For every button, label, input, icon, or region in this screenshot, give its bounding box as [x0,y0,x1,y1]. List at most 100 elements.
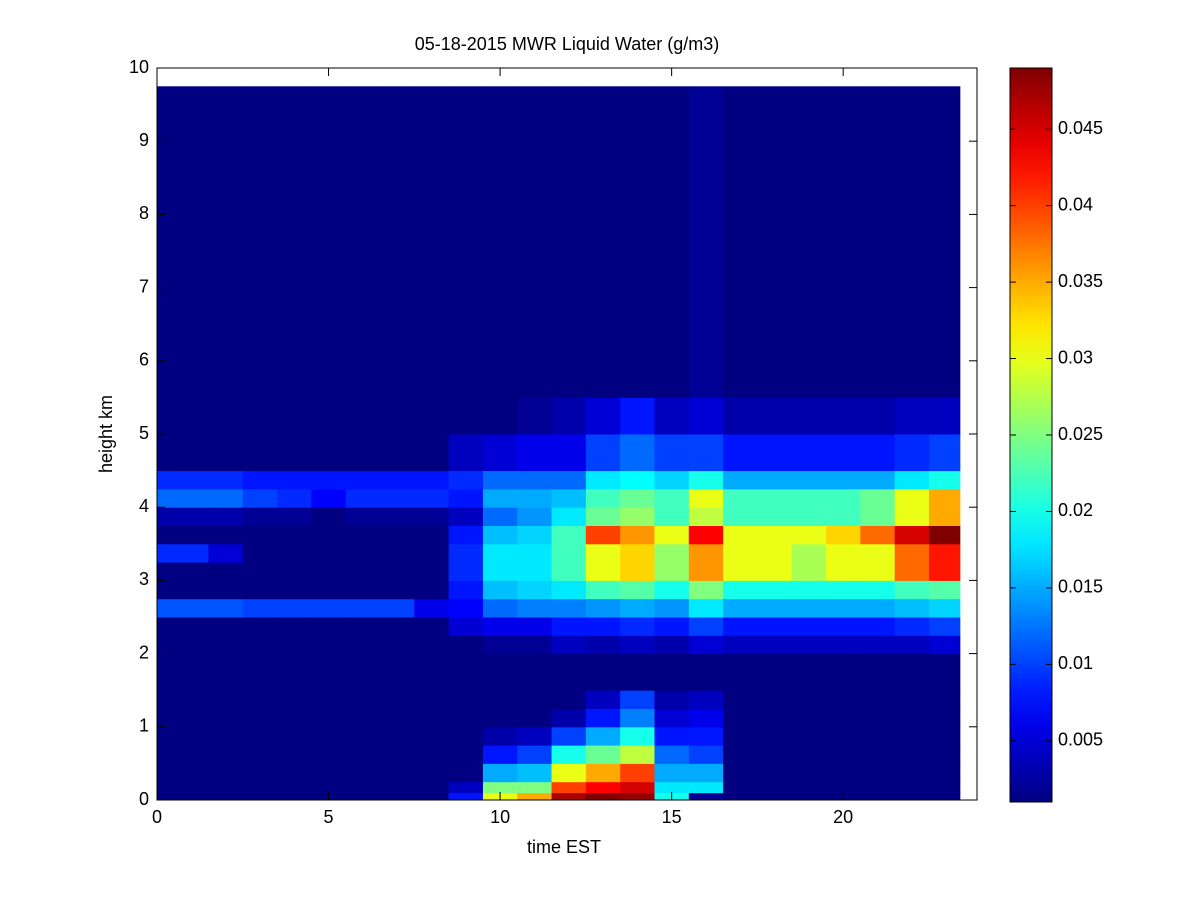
heatmap-cell [517,792,553,801]
heatmap-cell [826,635,861,655]
heatmap-cell [174,763,209,783]
heatmap-cell [242,580,278,600]
heatmap-cell [277,792,312,801]
heatmap-cell [654,708,690,728]
heatmap-cell [174,86,209,398]
heatmap-cell [928,525,961,545]
heatmap-cell [380,690,415,709]
heatmap-cell [380,598,415,618]
heatmap-cell [448,488,484,508]
heatmap-cell [826,653,861,691]
heatmap-cell [448,86,484,398]
heatmap-cell [791,690,827,709]
heatmap-cell [277,507,312,526]
heatmap-cell [894,397,930,435]
heatmap-cell [826,580,861,600]
heatmap-cell [894,745,930,764]
axes: 0 5 10 15 20 0 1 2 3 4 5 6 7 8 9 10 [129,57,978,827]
heatmap-cell [654,86,690,398]
heatmap-cell [311,781,347,794]
heatmap-cell [654,507,690,526]
heatmap-cell [654,580,690,600]
heatmap-cell [174,397,209,435]
heatmap-cell [860,543,896,563]
heatmap-cell [482,726,518,746]
heatmap-cell [688,562,724,581]
heatmap-cell [242,543,278,563]
heatmap-cell [791,543,827,563]
heatmap-cell [174,726,209,746]
heatmap-cell [380,470,415,490]
heatmap-cell [723,397,758,435]
heatmap-cell [654,763,690,783]
colorbar [1009,67,1053,803]
heatmap-cell [894,763,930,783]
heatmap-cell [482,434,518,472]
heatmap-cell [242,745,278,764]
heatmap-cell [585,792,621,801]
heatmap-cell [894,781,930,794]
heatmap-cell [620,726,655,746]
heatmap-cell [688,617,724,636]
heatmap-cell [894,580,930,600]
heatmap-cell [311,763,347,783]
heatmap-cell [928,580,961,600]
heatmap-cell [688,470,724,490]
heatmap-cell [174,562,209,581]
heatmap-cell [208,745,244,764]
heatmap-cell [517,708,553,728]
heatmap-cell [620,488,655,508]
colorbar-tick-label: 0.045 [1058,118,1103,138]
heatmap-cell [208,434,244,472]
colorbar-tick-label: 0.01 [1058,653,1093,673]
heatmap-cell [928,726,961,746]
heatmap-cell [928,470,961,490]
heatmap-cell [414,507,450,526]
heatmap-cell [620,434,655,472]
heatmap-cell [551,726,587,746]
heatmap-cell [860,580,896,600]
heatmap-cell [791,653,827,691]
heatmap-cell [723,562,758,581]
heatmap-cell [757,792,793,801]
heatmap-cell [311,525,347,545]
heatmap-cell [482,690,518,709]
heatmap-cell [620,745,655,764]
heatmap-cell [723,598,758,618]
heatmap-cell [791,580,827,600]
heatmap-cell [723,617,758,636]
heatmap-cell [551,507,587,526]
heatmap-cell [414,726,450,746]
heatmap-cell [448,792,484,801]
heatmap-cell [551,562,587,581]
heatmap-cell [688,690,724,709]
heatmap-cell [928,543,961,563]
heatmap-cell [157,562,175,581]
heatmap-cell [654,617,690,636]
heatmap-cell [242,708,278,728]
heatmap-cell [345,708,381,728]
heatmap-cell [208,562,244,581]
heatmap-cell [860,488,896,508]
heatmap-cell [242,653,278,691]
heatmap-cell [414,562,450,581]
heatmap-cell [620,86,655,398]
heatmap-cell [860,635,896,655]
heatmap-cell [380,745,415,764]
y-tick-label: 5 [139,423,149,443]
heatmap-cell [311,488,347,508]
heatmap-cell [448,562,484,581]
heatmap-cell [826,86,861,398]
heatmap-cell [517,598,553,618]
heatmap-cell [757,434,793,472]
heatmap-cell [551,86,587,398]
heatmap-cell [517,653,553,691]
heatmap-cell [380,635,415,655]
heatmap-cell [551,617,587,636]
heatmap-cell [414,745,450,764]
heatmap-cell [620,653,655,691]
heatmap-cell [242,397,278,435]
heatmap-cell [277,86,312,398]
heatmap-cell [928,86,961,398]
heatmap-cell [688,434,724,472]
